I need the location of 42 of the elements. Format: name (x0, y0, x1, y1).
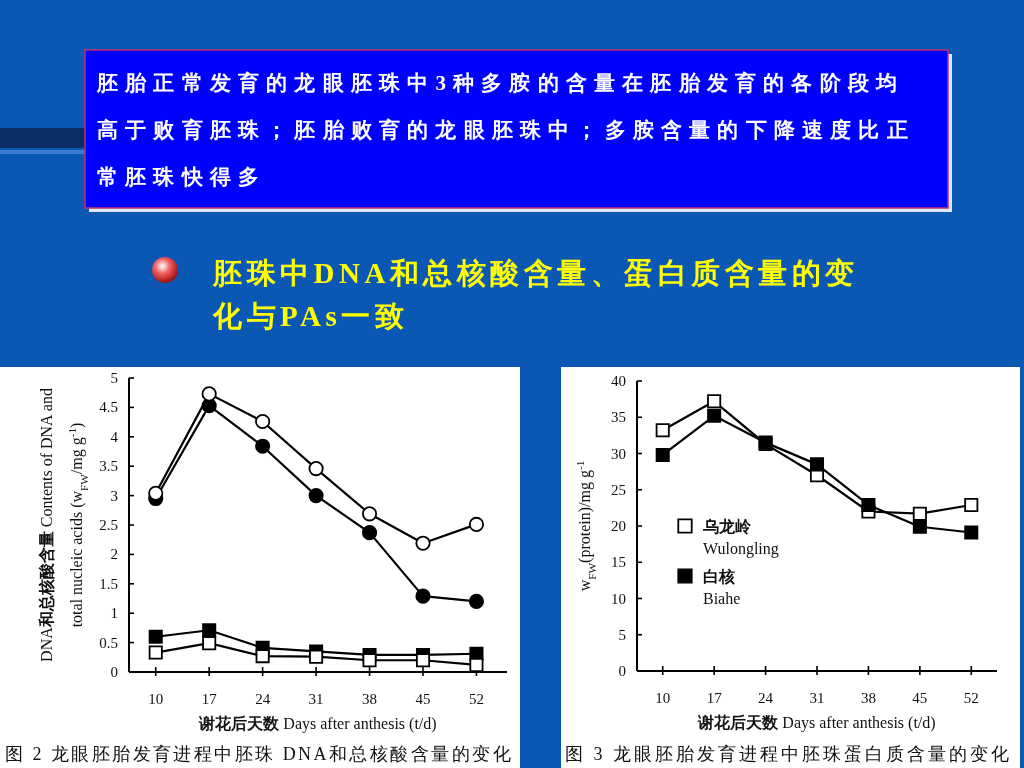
y-tick-label: 3 (110, 487, 118, 504)
y-tick-label: 1.5 (99, 575, 118, 592)
y-tick-label: 2 (110, 546, 118, 563)
x-tick-label: 31 (308, 691, 324, 707)
y-tick-label: 4 (110, 428, 119, 445)
y-tick-label: 5 (618, 626, 626, 643)
x-tick-label: 52 (468, 691, 484, 707)
x-axis-title: 谢花后天数 Days after anthesis (t/d) (198, 715, 437, 733)
x-axis-title: 谢花后天数 Days after anthesis (t/d) (697, 714, 936, 732)
y-tick-label: 5 (110, 370, 118, 386)
y-tick-label: 25 (611, 481, 626, 498)
y-tick-label: 4.5 (99, 399, 118, 416)
x-tick-label: 38 (362, 691, 378, 707)
x-tick-label: 52 (963, 690, 979, 706)
x-tick-label: 17 (706, 690, 723, 706)
y-tick-label: 0.5 (99, 634, 118, 651)
caption: 图 3 龙眼胚胎发育进程中胚珠蛋白质含量的变化 (565, 744, 1012, 764)
y-tick-label: 40 (611, 373, 626, 389)
y-tick-label: 35 (611, 409, 626, 426)
y-tick-label: 0 (618, 663, 626, 679)
x-tick-label: 24 (255, 691, 271, 707)
x-tick-label: 24 (758, 690, 774, 706)
legend-label: 乌龙岭 Wulongling (702, 518, 779, 558)
y-tick-label: 10 (611, 590, 626, 607)
legend-label: 白核 Biahe (703, 568, 741, 607)
x-tick-label: 38 (860, 690, 876, 706)
y-tick-label: 30 (611, 445, 626, 462)
y-tick-label: 20 (611, 518, 626, 534)
y-tick-label: 2.5 (99, 517, 118, 533)
x-tick-label: 10 (655, 690, 671, 706)
x-tick-label: 31 (809, 690, 825, 706)
text: 胚珠中DNA和总核酸含量、蛋白质含量的变化与PAs一致 (212, 257, 859, 332)
y-tick-label: 0 (110, 664, 118, 680)
x-tick-label: 45 (912, 690, 928, 706)
x-tick-label: 45 (415, 691, 431, 707)
y-tick-label: 1 (110, 605, 118, 622)
y-tick-label: 15 (611, 554, 626, 571)
y-tick-label: 3.5 (99, 458, 118, 475)
text: 胚胎正常发育的龙眼胚珠中3种多胺的含量在胚胎发育的各阶段均高于败育胚珠；胚胎败育的龙眼胚珠中；多胺含量的下降速度比正常胚珠快得多 (96, 71, 915, 189)
x-tick-label: 17 (201, 691, 218, 707)
x-tick-label: 10 (148, 691, 164, 707)
caption: 图 2 龙眼胚胎发育进程中胚珠 DNA和总核酸含量的变化 (5, 744, 513, 764)
